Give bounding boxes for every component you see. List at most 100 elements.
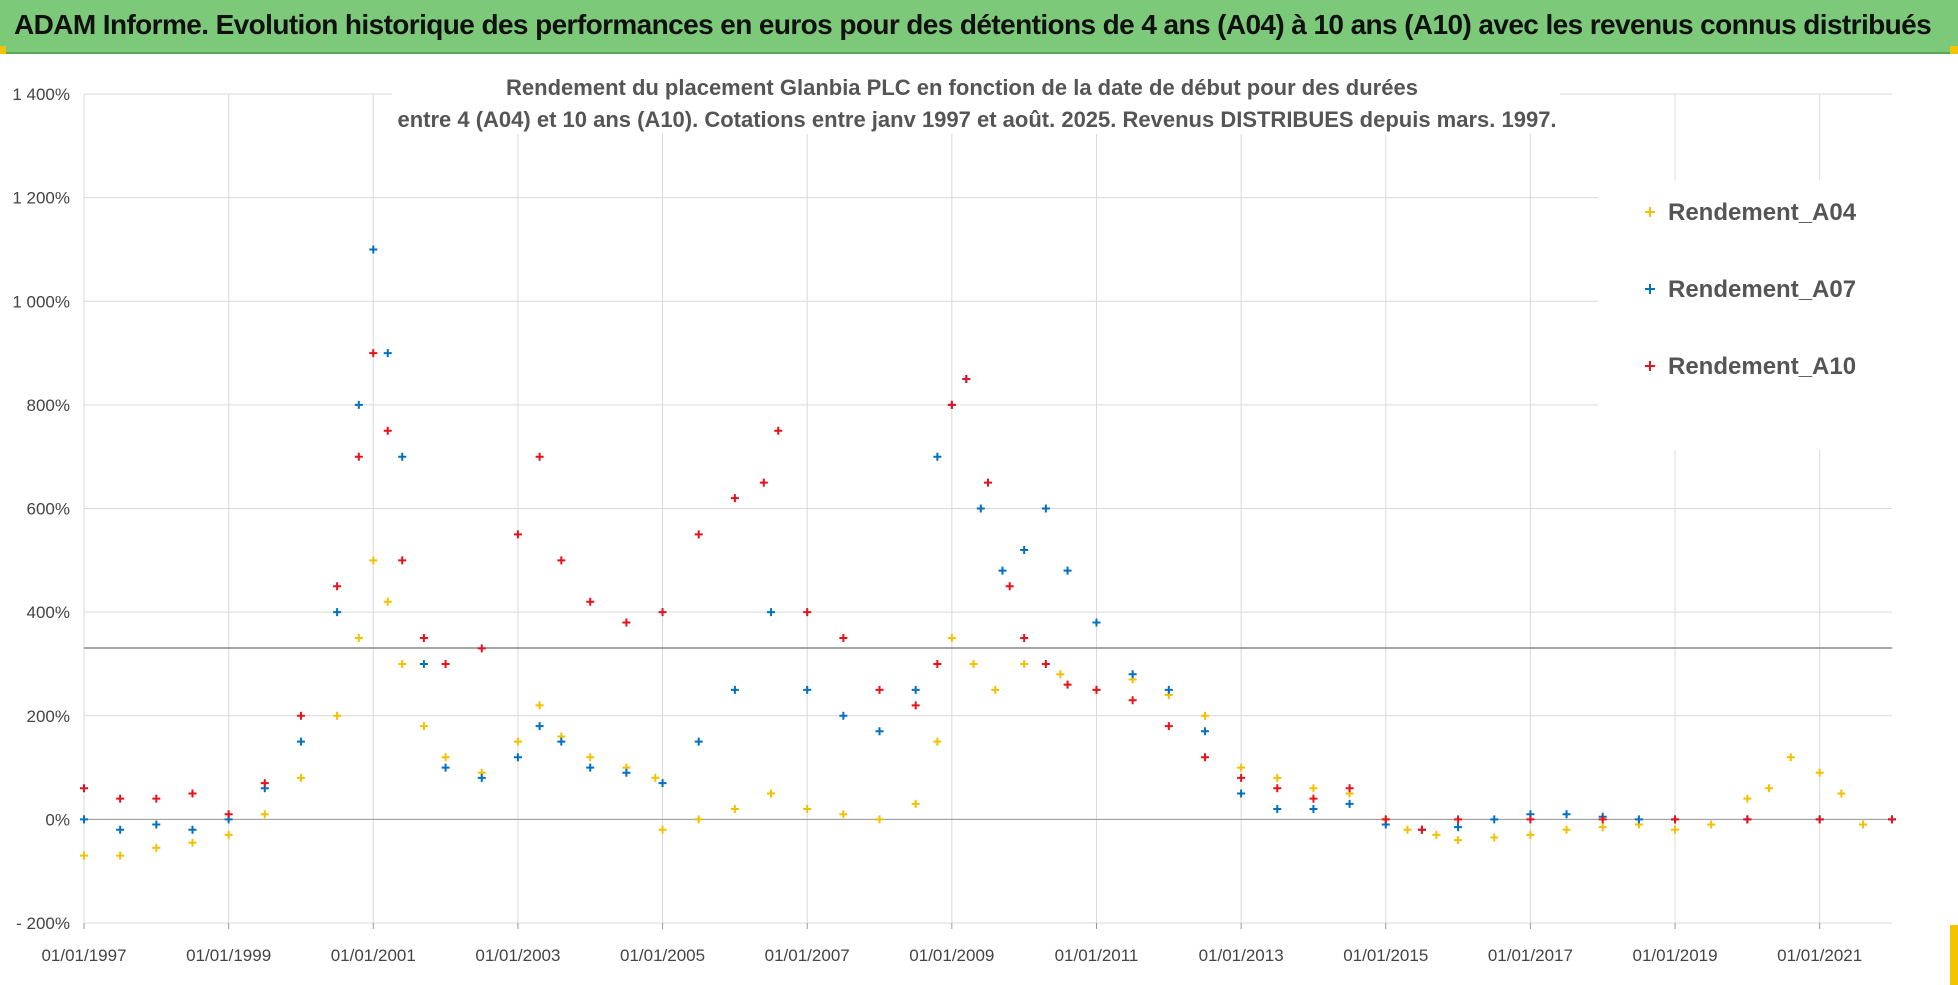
- y-tick-label: 0%: [45, 810, 70, 829]
- data-point: [1128, 696, 1137, 705]
- data-point: [260, 810, 269, 819]
- data-point: [658, 825, 667, 834]
- data-point: [188, 838, 197, 847]
- data-point: [116, 794, 125, 803]
- data-point: [911, 685, 920, 694]
- data-point: [398, 452, 407, 461]
- data-point: [354, 452, 363, 461]
- data-point: [513, 530, 522, 539]
- data-point: [1200, 711, 1209, 720]
- data-point: [1454, 836, 1463, 845]
- data-point: [911, 701, 920, 710]
- data-point: [694, 815, 703, 824]
- corner-accent-top-right: [1950, 46, 1958, 54]
- legend-label: Rendement_A04: [1668, 199, 1857, 226]
- data-point: [875, 685, 884, 694]
- data-point: [224, 830, 233, 839]
- data-point: [1837, 789, 1846, 798]
- data-point: [80, 851, 88, 860]
- data-point: [535, 722, 544, 731]
- data-point: [188, 789, 197, 798]
- data-point: [586, 753, 595, 762]
- data-point: [477, 773, 486, 782]
- data-point: [1063, 566, 1072, 575]
- data-point: [1526, 830, 1535, 839]
- data-point: [80, 815, 88, 824]
- data-point: [803, 685, 812, 694]
- data-point: [1454, 815, 1463, 824]
- x-tick-label: 01/01/2009: [909, 946, 994, 965]
- data-point: [694, 737, 703, 746]
- data-point: [1092, 685, 1101, 694]
- data-point: [535, 452, 544, 461]
- data-point: [1743, 815, 1752, 824]
- x-tick-label: 01/01/2001: [331, 946, 416, 965]
- data-point: [1200, 727, 1209, 736]
- x-tick-label: 01/01/2005: [620, 946, 705, 965]
- data-point: [188, 825, 197, 834]
- data-point: [933, 737, 942, 746]
- data-point: [441, 763, 450, 772]
- chart-subtitle: entre 4 (A04) et 10 ans (A10). Cotations…: [397, 107, 1556, 132]
- data-point: [1598, 823, 1607, 832]
- data-point: [1273, 805, 1282, 814]
- data-point: [1859, 820, 1868, 829]
- data-point: [398, 659, 407, 668]
- data-point: [1128, 670, 1137, 679]
- legend-marker: [1645, 207, 1655, 217]
- data-point: [774, 426, 783, 435]
- data-points: [80, 245, 1896, 860]
- y-tick-label: 200%: [27, 707, 70, 726]
- y-tick-label: 1 400%: [12, 85, 70, 104]
- data-point: [1092, 618, 1101, 627]
- data-point: [969, 659, 978, 668]
- data-point: [586, 763, 595, 772]
- data-point: [80, 784, 88, 793]
- data-point: [1381, 815, 1390, 824]
- data-point: [441, 753, 450, 762]
- data-point: [1345, 784, 1354, 793]
- data-point: [622, 768, 631, 777]
- data-point: [333, 582, 342, 591]
- data-point: [1403, 825, 1412, 834]
- x-tick-label: 01/01/2011: [1055, 946, 1139, 965]
- data-point: [152, 843, 161, 852]
- x-tick-label: 01/01/2007: [765, 946, 850, 965]
- data-point: [1671, 825, 1680, 834]
- data-point: [759, 478, 768, 487]
- data-point: [803, 805, 812, 814]
- data-point: [1063, 680, 1072, 689]
- corner-accent-bottom-right: [1950, 925, 1958, 985]
- data-point: [1056, 670, 1065, 679]
- report-banner: ADAM Informe. Evolution historique des p…: [0, 0, 1958, 54]
- data-point: [658, 608, 667, 617]
- data-point: [875, 727, 884, 736]
- data-point: [152, 820, 161, 829]
- data-point: [116, 825, 125, 834]
- x-tick-label: 01/01/2021: [1777, 946, 1862, 965]
- data-point: [1888, 815, 1896, 824]
- legend-label: Rendement_A10: [1668, 353, 1856, 380]
- data-point: [1273, 784, 1282, 793]
- y-tick-label: - 200%: [16, 914, 70, 933]
- data-point: [419, 659, 428, 668]
- corner-accent-top-left: [0, 46, 6, 54]
- data-point: [976, 504, 985, 513]
- data-point: [1765, 784, 1774, 793]
- data-point: [477, 644, 486, 653]
- data-point: [1164, 685, 1173, 694]
- legend-label: Rendement_A07: [1668, 276, 1856, 303]
- data-point: [333, 711, 342, 720]
- data-point: [1634, 815, 1643, 824]
- data-point: [947, 400, 956, 409]
- data-point: [419, 722, 428, 731]
- data-point: [1454, 823, 1463, 832]
- data-point: [383, 597, 392, 606]
- data-point: [383, 349, 392, 358]
- data-point: [875, 815, 884, 824]
- data-point: [535, 701, 544, 710]
- data-point: [1273, 773, 1282, 782]
- data-point: [1432, 830, 1441, 839]
- data-point: [557, 737, 566, 746]
- data-point: [1020, 659, 1029, 668]
